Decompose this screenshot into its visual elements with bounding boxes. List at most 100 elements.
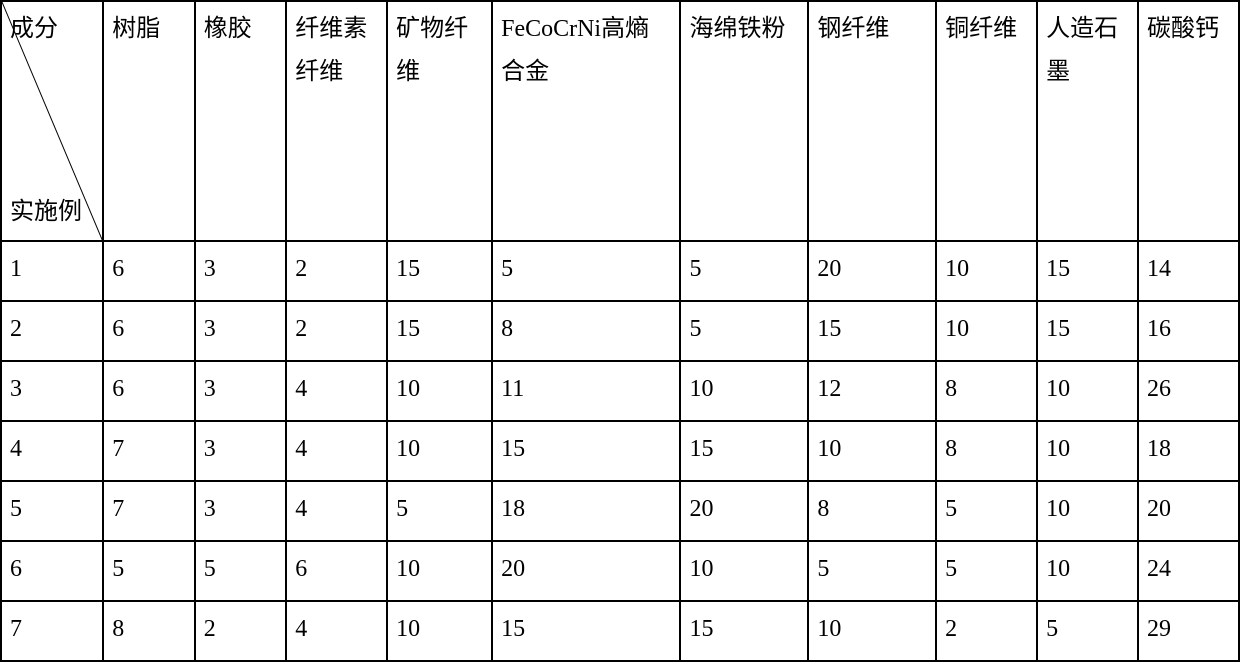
table-cell: 8 xyxy=(103,601,194,661)
table-cell: 10 xyxy=(680,541,808,601)
table-cell: 10 xyxy=(808,601,936,661)
table-cell: 5 xyxy=(936,541,1037,601)
table-cell: 20 xyxy=(680,481,808,541)
table-cell: 5 xyxy=(936,481,1037,541)
table-cell: 4 xyxy=(286,601,387,661)
column-header: 海绵铁粉 xyxy=(680,1,808,241)
table-cell: 10 xyxy=(1037,421,1138,481)
table-cell: 10 xyxy=(680,361,808,421)
table-cell: 24 xyxy=(1138,541,1239,601)
table-row: 7 8 2 4 10 15 15 10 2 5 29 xyxy=(1,601,1239,661)
column-header: 碳酸钙 xyxy=(1138,1,1239,241)
table-cell: 6 xyxy=(286,541,387,601)
table-cell: 10 xyxy=(387,541,492,601)
table-cell: 5 xyxy=(387,481,492,541)
table-cell: 2 xyxy=(286,301,387,361)
table-row: 1 6 3 2 15 5 5 20 10 15 14 xyxy=(1,241,1239,301)
table-cell: 5 xyxy=(492,241,680,301)
table-header-row: 成分 实施例 树脂 橡胶 纤维素纤维 矿物纤 维 FeCoCrNi高熵合金 海绵… xyxy=(1,1,1239,241)
table-cell: 15 xyxy=(808,301,936,361)
diagonal-header-cell: 成分 实施例 xyxy=(1,1,103,241)
table-cell: 10 xyxy=(1037,481,1138,541)
table-cell: 15 xyxy=(492,421,680,481)
table-cell: 2 xyxy=(936,601,1037,661)
table-cell: 5 xyxy=(1037,601,1138,661)
table-row: 5 7 3 4 5 18 20 8 5 10 20 xyxy=(1,481,1239,541)
table-cell: 16 xyxy=(1138,301,1239,361)
table-cell: 15 xyxy=(492,601,680,661)
table-cell: 3 xyxy=(195,301,286,361)
table-cell: 20 xyxy=(808,241,936,301)
column-header: FeCoCrNi高熵合金 xyxy=(492,1,680,241)
row-label: 1 xyxy=(1,241,103,301)
table-row: 4 7 3 4 10 15 15 10 8 10 18 xyxy=(1,421,1239,481)
table-cell: 5 xyxy=(103,541,194,601)
column-header: 人造石墨 xyxy=(1037,1,1138,241)
row-label: 7 xyxy=(1,601,103,661)
table-cell: 18 xyxy=(492,481,680,541)
table-cell: 10 xyxy=(808,421,936,481)
table-cell: 3 xyxy=(195,421,286,481)
table-cell: 11 xyxy=(492,361,680,421)
table-cell: 26 xyxy=(1138,361,1239,421)
table-cell: 15 xyxy=(387,241,492,301)
table-cell: 10 xyxy=(387,361,492,421)
table-cell: 15 xyxy=(387,301,492,361)
table-row: 3 6 3 4 10 11 10 12 8 10 26 xyxy=(1,361,1239,421)
table-row: 6 5 5 6 10 20 10 5 5 10 24 xyxy=(1,541,1239,601)
column-header: 矿物纤 维 xyxy=(387,1,492,241)
table-cell: 2 xyxy=(286,241,387,301)
diagonal-top-label: 成分 xyxy=(10,8,94,51)
table-cell: 3 xyxy=(195,361,286,421)
table-cell: 7 xyxy=(103,421,194,481)
column-header: 橡胶 xyxy=(195,1,286,241)
table-cell: 10 xyxy=(387,601,492,661)
table-cell: 6 xyxy=(103,301,194,361)
table-cell: 15 xyxy=(680,601,808,661)
row-label: 5 xyxy=(1,481,103,541)
table-cell: 10 xyxy=(1037,541,1138,601)
table-cell: 4 xyxy=(286,421,387,481)
table-cell: 15 xyxy=(680,421,808,481)
table-cell: 5 xyxy=(680,241,808,301)
composition-table-container: 成分 实施例 树脂 橡胶 纤维素纤维 矿物纤 维 FeCoCrNi高熵合金 海绵… xyxy=(0,0,1240,657)
column-header: 钢纤维 xyxy=(808,1,936,241)
table-cell: 4 xyxy=(286,481,387,541)
table-cell: 8 xyxy=(936,421,1037,481)
table-cell: 18 xyxy=(1138,421,1239,481)
table-cell: 5 xyxy=(808,541,936,601)
table-cell: 15 xyxy=(1037,241,1138,301)
table-cell: 4 xyxy=(286,361,387,421)
table-cell: 7 xyxy=(103,481,194,541)
table-cell: 10 xyxy=(936,301,1037,361)
table-cell: 10 xyxy=(936,241,1037,301)
row-label: 2 xyxy=(1,301,103,361)
table-cell: 12 xyxy=(808,361,936,421)
row-label: 3 xyxy=(1,361,103,421)
table-cell: 6 xyxy=(103,241,194,301)
table-cell: 2 xyxy=(195,601,286,661)
table-cell: 3 xyxy=(195,241,286,301)
table-cell: 8 xyxy=(936,361,1037,421)
table-cell: 10 xyxy=(387,421,492,481)
table-cell: 8 xyxy=(808,481,936,541)
table-cell: 20 xyxy=(1138,481,1239,541)
column-header: 树脂 xyxy=(103,1,194,241)
row-label: 6 xyxy=(1,541,103,601)
table-cell: 14 xyxy=(1138,241,1239,301)
composition-table: 成分 实施例 树脂 橡胶 纤维素纤维 矿物纤 维 FeCoCrNi高熵合金 海绵… xyxy=(0,0,1240,662)
table-cell: 8 xyxy=(492,301,680,361)
column-header: 铜纤维 xyxy=(936,1,1037,241)
table-row: 2 6 3 2 15 8 5 15 10 15 16 xyxy=(1,301,1239,361)
table-cell: 6 xyxy=(103,361,194,421)
column-header: 纤维素纤维 xyxy=(286,1,387,241)
table-cell: 15 xyxy=(1037,301,1138,361)
diagonal-bottom-label: 实施例 xyxy=(10,191,82,234)
table-cell: 29 xyxy=(1138,601,1239,661)
row-label: 4 xyxy=(1,421,103,481)
table-cell: 5 xyxy=(680,301,808,361)
table-cell: 3 xyxy=(195,481,286,541)
table-cell: 20 xyxy=(492,541,680,601)
table-cell: 10 xyxy=(1037,361,1138,421)
table-cell: 5 xyxy=(195,541,286,601)
